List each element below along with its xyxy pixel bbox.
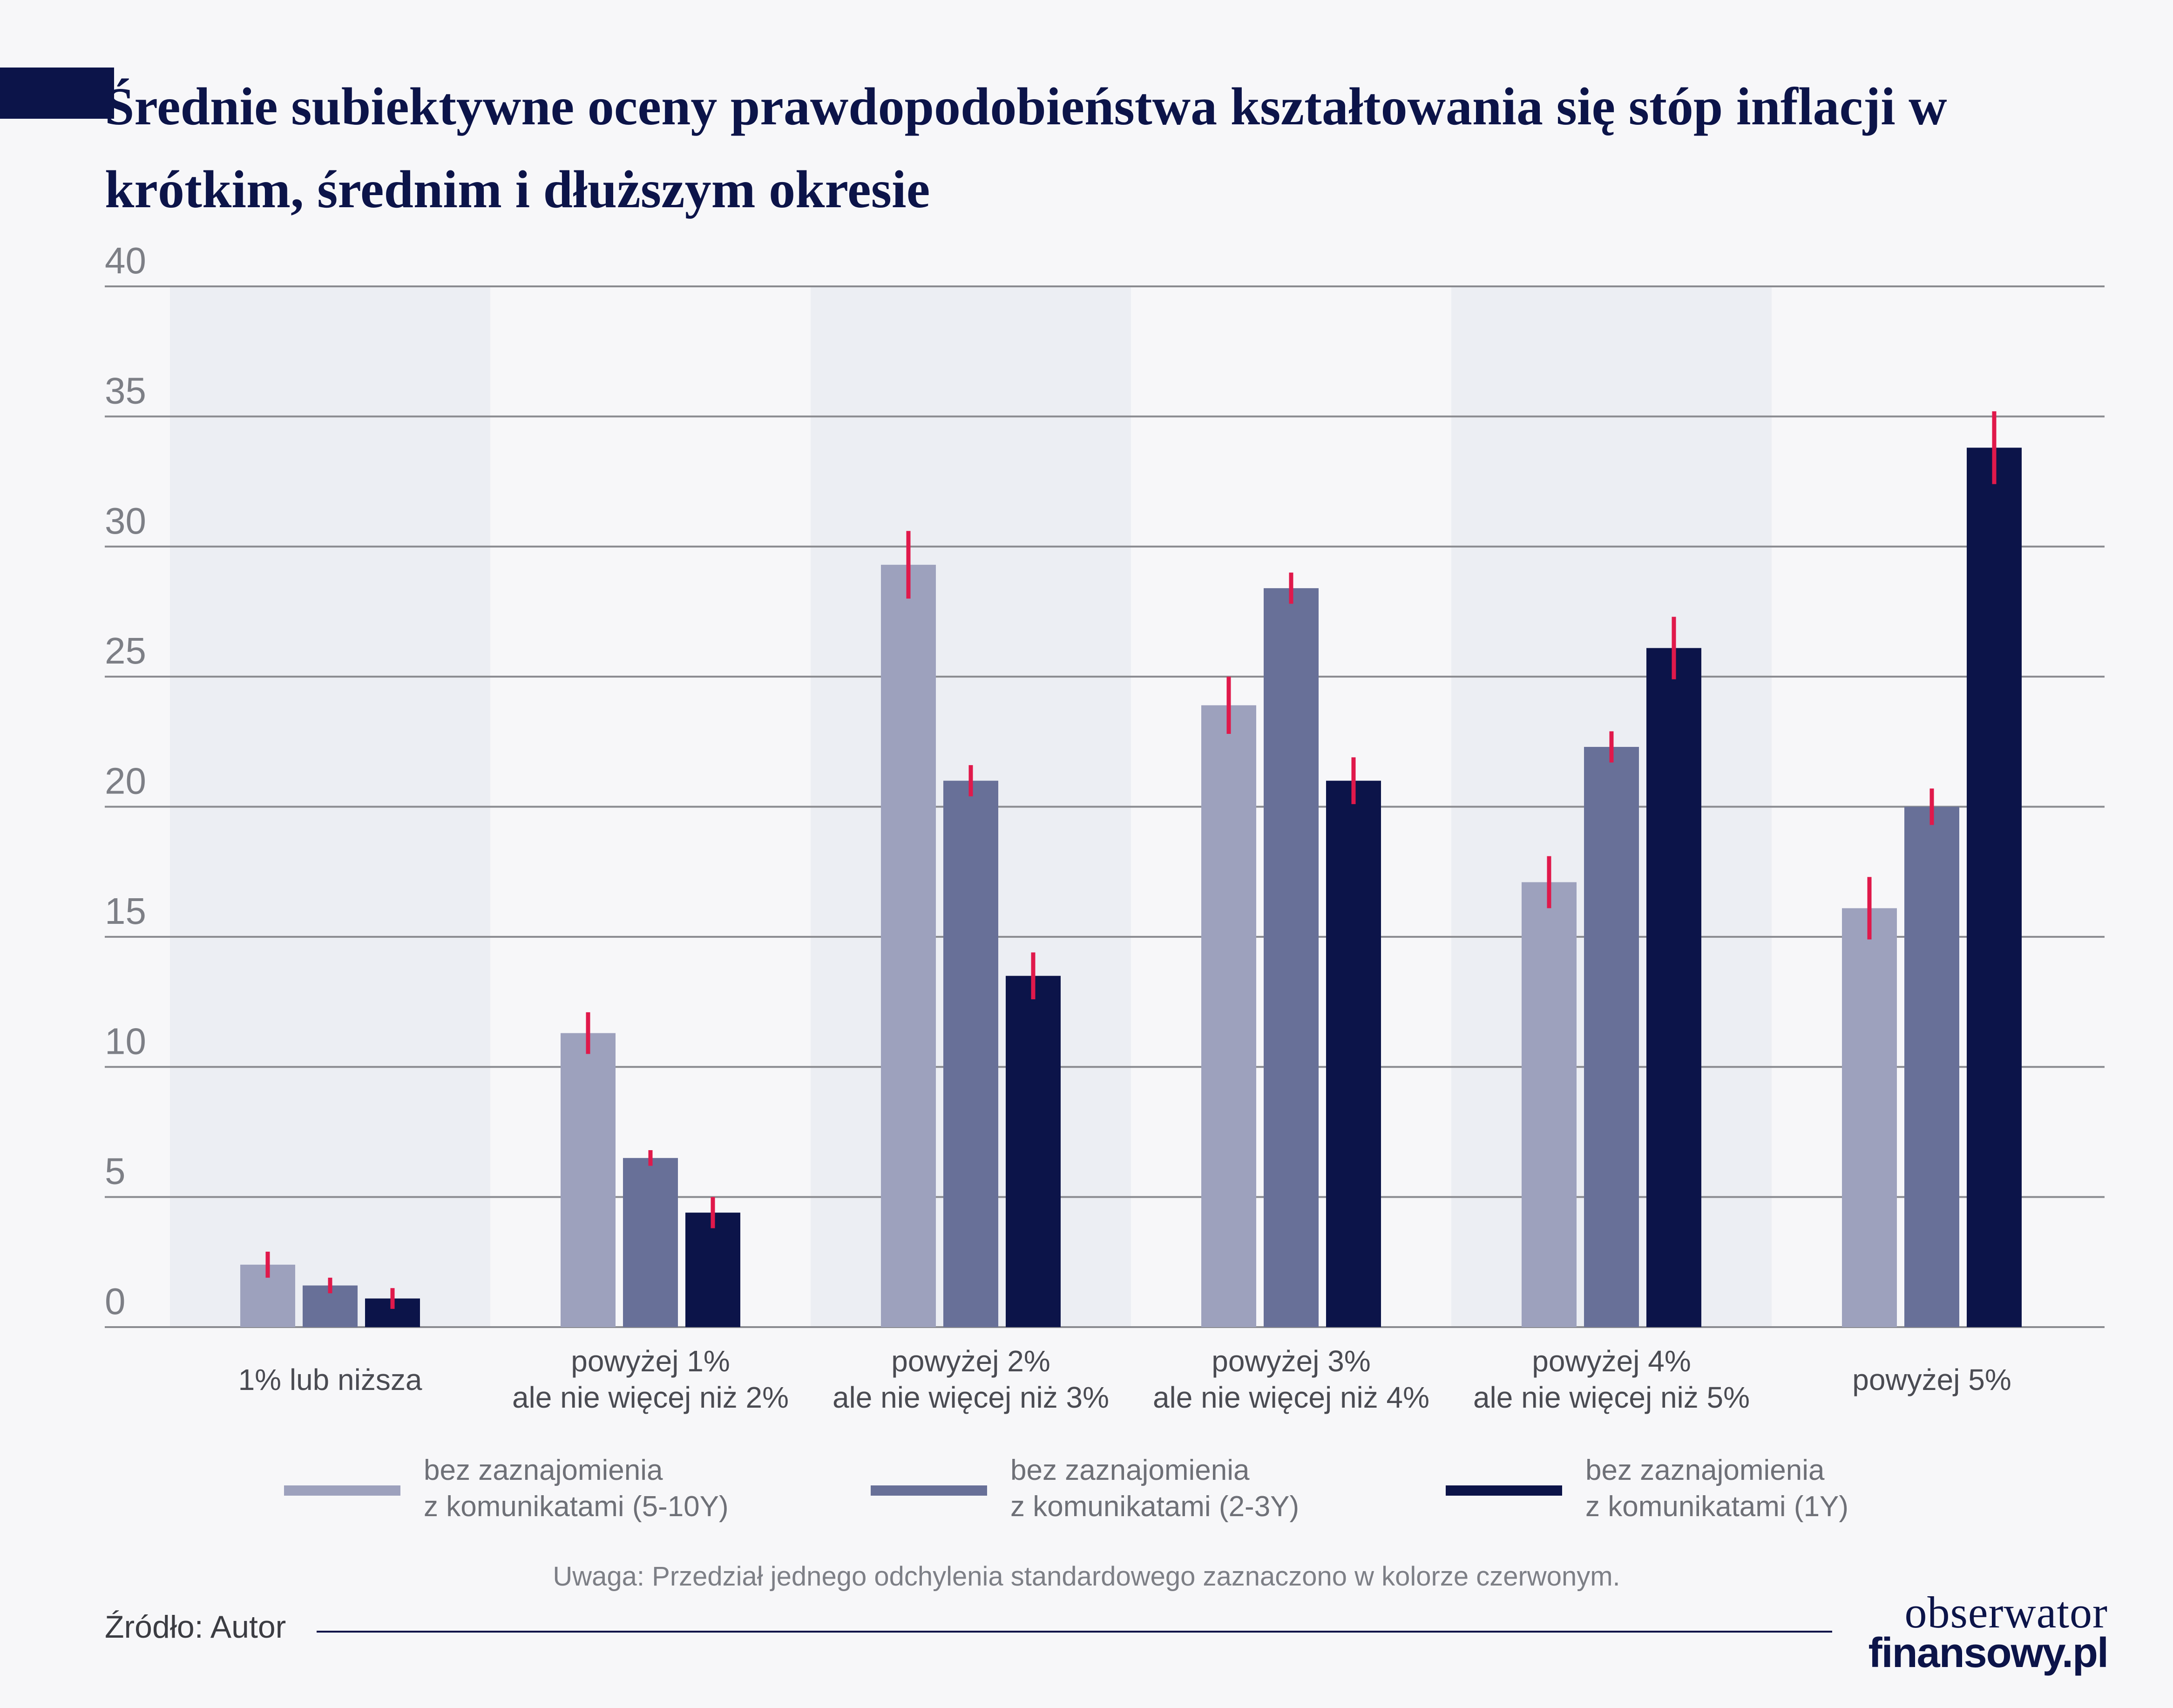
legend-label: bez zaznajomienia (424, 1454, 663, 1486)
legend-label: z komunikatami (5-10Y) (424, 1491, 729, 1523)
source-divider (317, 1631, 1832, 1633)
chart-note: Uwaga: Przedział jednego odchylenia stan… (553, 1561, 1620, 1592)
bar (1522, 882, 1577, 1327)
bar (1264, 588, 1319, 1327)
bar (1842, 908, 1897, 1327)
bar (1904, 807, 1959, 1327)
bar (561, 1033, 616, 1327)
x-tick-label: powyżej 5% (1852, 1363, 2011, 1396)
logo-line-1: obserwator (1904, 1587, 2108, 1637)
y-tick-label: 30 (105, 500, 146, 542)
bar (1967, 447, 2022, 1327)
bar (1646, 648, 1701, 1327)
legend-label: z komunikatami (2-3Y) (1010, 1491, 1299, 1523)
bar (685, 1213, 740, 1327)
chart-title: Średnie subiektywne oceny prawdopodobień… (105, 77, 1947, 219)
title-accent-bar (0, 68, 114, 119)
x-tick-label: powyżej 1% (571, 1344, 730, 1378)
bar (881, 564, 936, 1327)
x-tick-label: powyżej 3% (1212, 1344, 1371, 1378)
y-tick-label: 10 (105, 1020, 146, 1062)
legend-label: bez zaznajomienia (1585, 1454, 1825, 1486)
source-label: Źródło: Autor (105, 1609, 286, 1645)
bar (1201, 705, 1256, 1327)
legend-swatch (871, 1485, 987, 1496)
bar (1584, 746, 1639, 1327)
bar (1006, 976, 1061, 1327)
logo-line-2: finansowy.pl (1868, 1630, 2109, 1676)
y-tick-label: 35 (105, 370, 146, 411)
bar (623, 1158, 678, 1327)
legend-label: bez zaznajomienia (1010, 1454, 1250, 1486)
x-tick-label: powyżej 2% (891, 1344, 1050, 1378)
brand-logo: obserwator finansowy.pl (1868, 1587, 2109, 1676)
y-tick-label: 0 (105, 1281, 126, 1322)
x-tick-label: ale nie więcej niż 2% (512, 1381, 789, 1414)
x-tick-label: ale nie więcej niż 5% (1473, 1381, 1750, 1414)
legend-swatch (1446, 1485, 1562, 1496)
y-tick-label: 15 (105, 890, 146, 932)
y-tick-label: 20 (105, 760, 146, 802)
y-tick-label: 25 (105, 630, 146, 671)
legend-label: z komunikatami (1Y) (1585, 1491, 1848, 1523)
bar (943, 780, 998, 1327)
x-tick-label: ale nie więcej niż 4% (1153, 1381, 1429, 1414)
legend-swatch (284, 1485, 400, 1496)
bar (1326, 780, 1381, 1327)
y-tick-label: 5 (105, 1151, 126, 1192)
x-tick-label: 1% lub niższa (238, 1363, 422, 1396)
y-tick-label: 40 (105, 240, 146, 281)
x-tick-label: ale nie więcej niż 3% (833, 1381, 1109, 1414)
x-tick-label: powyżej 4% (1532, 1344, 1691, 1378)
